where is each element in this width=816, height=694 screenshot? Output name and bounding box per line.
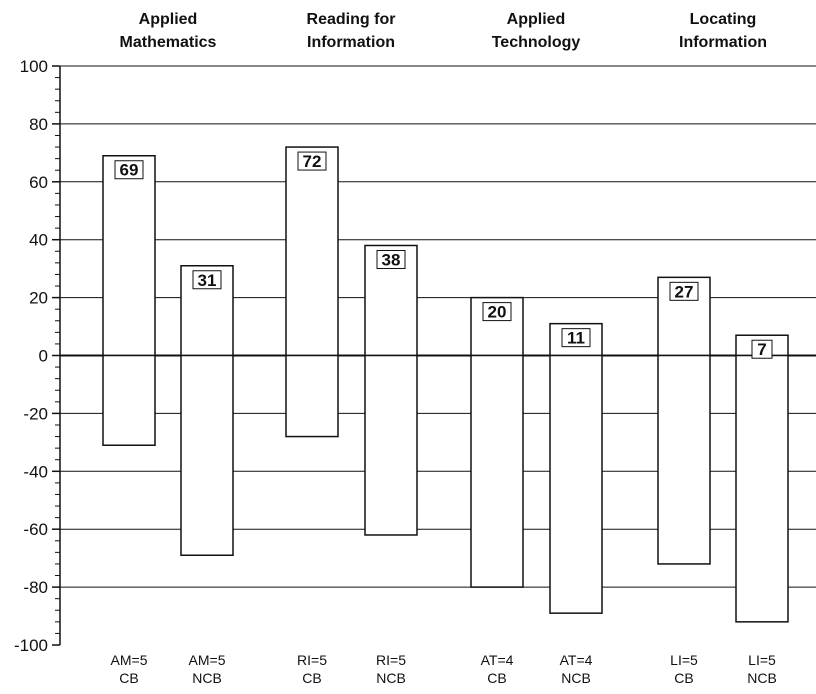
- category-label-line2: NCB: [561, 670, 591, 686]
- category-label: AT=4: [560, 652, 593, 668]
- group-header-line2: Information: [679, 34, 767, 51]
- data-label-box: [482, 302, 512, 322]
- category-label-line2: CB: [674, 670, 693, 686]
- data-label-box: [669, 281, 699, 301]
- group-header-line2: Information: [307, 34, 395, 51]
- bar-negative: [470, 354, 524, 588]
- data-label-box: [376, 249, 406, 269]
- bar-positive: [102, 154, 156, 357]
- y-tick-label: 20: [29, 289, 48, 308]
- data-label-box: [751, 339, 773, 359]
- bar-negative: [364, 354, 418, 536]
- data-label: 72: [303, 152, 322, 171]
- y-tick-label: 80: [29, 115, 48, 134]
- data-label: 11: [567, 329, 585, 348]
- labels: 69 AM=5 CB 31 AM=5 NCB 72 RI=5 CB 38 RI=5 NCB 20 AT=4…: [111, 11, 777, 686]
- group-header: Applied: [507, 11, 566, 28]
- group-header: Reading for: [307, 11, 396, 28]
- category-label-line2: NCB: [747, 670, 777, 686]
- y-tick-label: 0: [39, 347, 48, 366]
- y-tick-label: -80: [23, 578, 48, 597]
- data-label-box: [114, 160, 144, 180]
- category-label: LI=5: [748, 652, 776, 668]
- category-label: LI=5: [670, 652, 698, 668]
- bar-negative: [549, 354, 603, 614]
- bar-negative: [102, 354, 156, 446]
- data-label: 20: [488, 303, 507, 322]
- y-tick-label: -100: [14, 636, 48, 655]
- bar-negative: [285, 354, 339, 438]
- data-label: 38: [382, 250, 401, 269]
- data-label-box: [297, 151, 327, 171]
- y-tick-label: -60: [23, 520, 48, 539]
- y-tick-label: 100: [20, 57, 48, 76]
- data-label-box: [561, 328, 591, 348]
- category-label: AT=4: [481, 652, 514, 668]
- category-label-line2: CB: [487, 670, 506, 686]
- bar-positive: [364, 244, 418, 357]
- category-label-line2: NCB: [376, 670, 406, 686]
- y-tick-label: 40: [29, 231, 48, 250]
- y-axis: 100 80 60 40 20 0 -20 -40 -60 -80 -100: [14, 57, 61, 655]
- y-tick-label: -20: [23, 404, 48, 423]
- category-label-line2: CB: [119, 670, 138, 686]
- group-header: Locating: [690, 11, 757, 28]
- group-header-line2: Technology: [492, 34, 581, 51]
- category-label: AM=5: [111, 652, 148, 668]
- data-label: 69: [120, 161, 139, 180]
- category-label: RI=5: [297, 652, 327, 668]
- data-label: 31: [198, 271, 217, 290]
- y-tick-label: -40: [23, 462, 48, 481]
- group-header-line2: Mathematics: [120, 34, 217, 51]
- category-label: AM=5: [189, 652, 226, 668]
- category-label-line2: NCB: [192, 670, 222, 686]
- group-header: Applied: [139, 11, 198, 28]
- bars: [102, 146, 789, 623]
- data-label-box: [192, 270, 222, 290]
- category-label-line2: CB: [302, 670, 321, 686]
- y-tick-label: 60: [29, 173, 48, 192]
- data-label: 7: [757, 340, 766, 359]
- bar-positive: [285, 146, 339, 357]
- bar-negative: [735, 354, 789, 623]
- data-label: 27: [675, 282, 694, 301]
- bar-negative: [180, 354, 234, 557]
- bar-negative: [657, 354, 711, 565]
- category-label: RI=5: [376, 652, 406, 668]
